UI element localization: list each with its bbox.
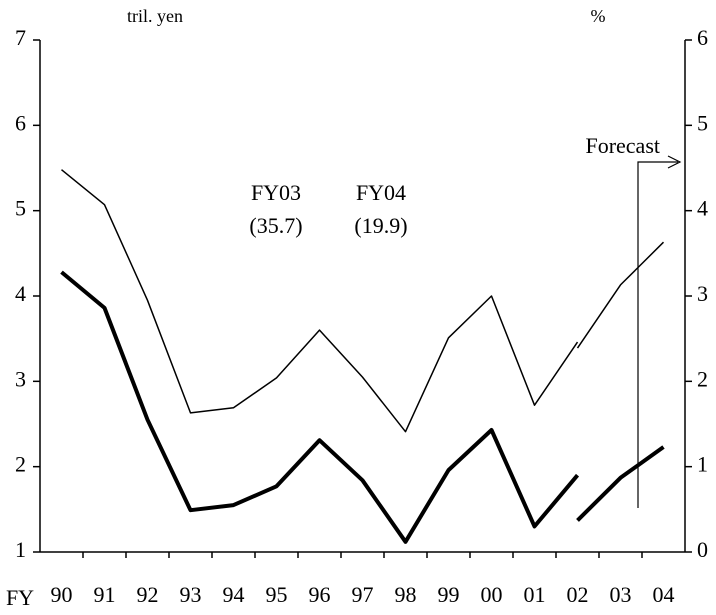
x-tick-label: 93	[180, 582, 202, 607]
series-line	[61, 169, 579, 433]
y2-tick-label: 4	[697, 196, 708, 221]
forecast-arrow	[637, 161, 678, 508]
y-axis-label: tril. yen	[127, 6, 183, 26]
y-tick-label: 3	[15, 366, 26, 391]
series-line	[60, 270, 580, 544]
x-axis-label: FY	[6, 585, 34, 610]
y2-tick-label: 6	[697, 25, 708, 50]
y2-tick-label: 2	[697, 366, 708, 391]
annotation: (19.9)	[354, 213, 407, 238]
y-tick-label: 4	[15, 281, 26, 306]
y-tick-label: 2	[15, 452, 26, 477]
annotation: FY03	[251, 180, 301, 205]
x-tick-label: 96	[309, 582, 331, 607]
y2-tick-label: 5	[697, 110, 708, 135]
x-tick-label: 03	[610, 582, 632, 607]
y-tick-label: 6	[15, 110, 26, 135]
annotation: Forecast	[585, 133, 660, 158]
x-tick-label: 00	[481, 582, 503, 607]
y-tick-label: 1	[15, 537, 26, 562]
x-tick-label: 95	[266, 582, 288, 607]
y2-axis-label: %	[591, 6, 606, 26]
series-line	[576, 241, 665, 349]
x-tick-label: 04	[653, 582, 675, 607]
x-tick-label: 99	[438, 582, 460, 607]
y-tick-label: 5	[15, 196, 26, 221]
x-tick-label: 98	[395, 582, 417, 607]
forecast-arrowhead	[667, 155, 682, 169]
x-tick-label: 94	[223, 582, 245, 607]
x-tick-label: 90	[51, 582, 73, 607]
x-tick-label: 91	[94, 582, 116, 607]
y2-tick-label: 0	[697, 537, 708, 562]
x-tick-label: 92	[137, 582, 159, 607]
y2-tick-label: 3	[697, 281, 708, 306]
y-tick-label: 7	[15, 25, 26, 50]
x-tick-label: 02	[567, 582, 589, 607]
annotation: FY04	[356, 180, 406, 205]
x-tick-label: 97	[352, 582, 374, 607]
series-line	[576, 445, 665, 522]
y2-tick-label: 1	[697, 452, 708, 477]
annotation: (35.7)	[249, 213, 302, 238]
x-tick-label: 01	[524, 582, 546, 607]
